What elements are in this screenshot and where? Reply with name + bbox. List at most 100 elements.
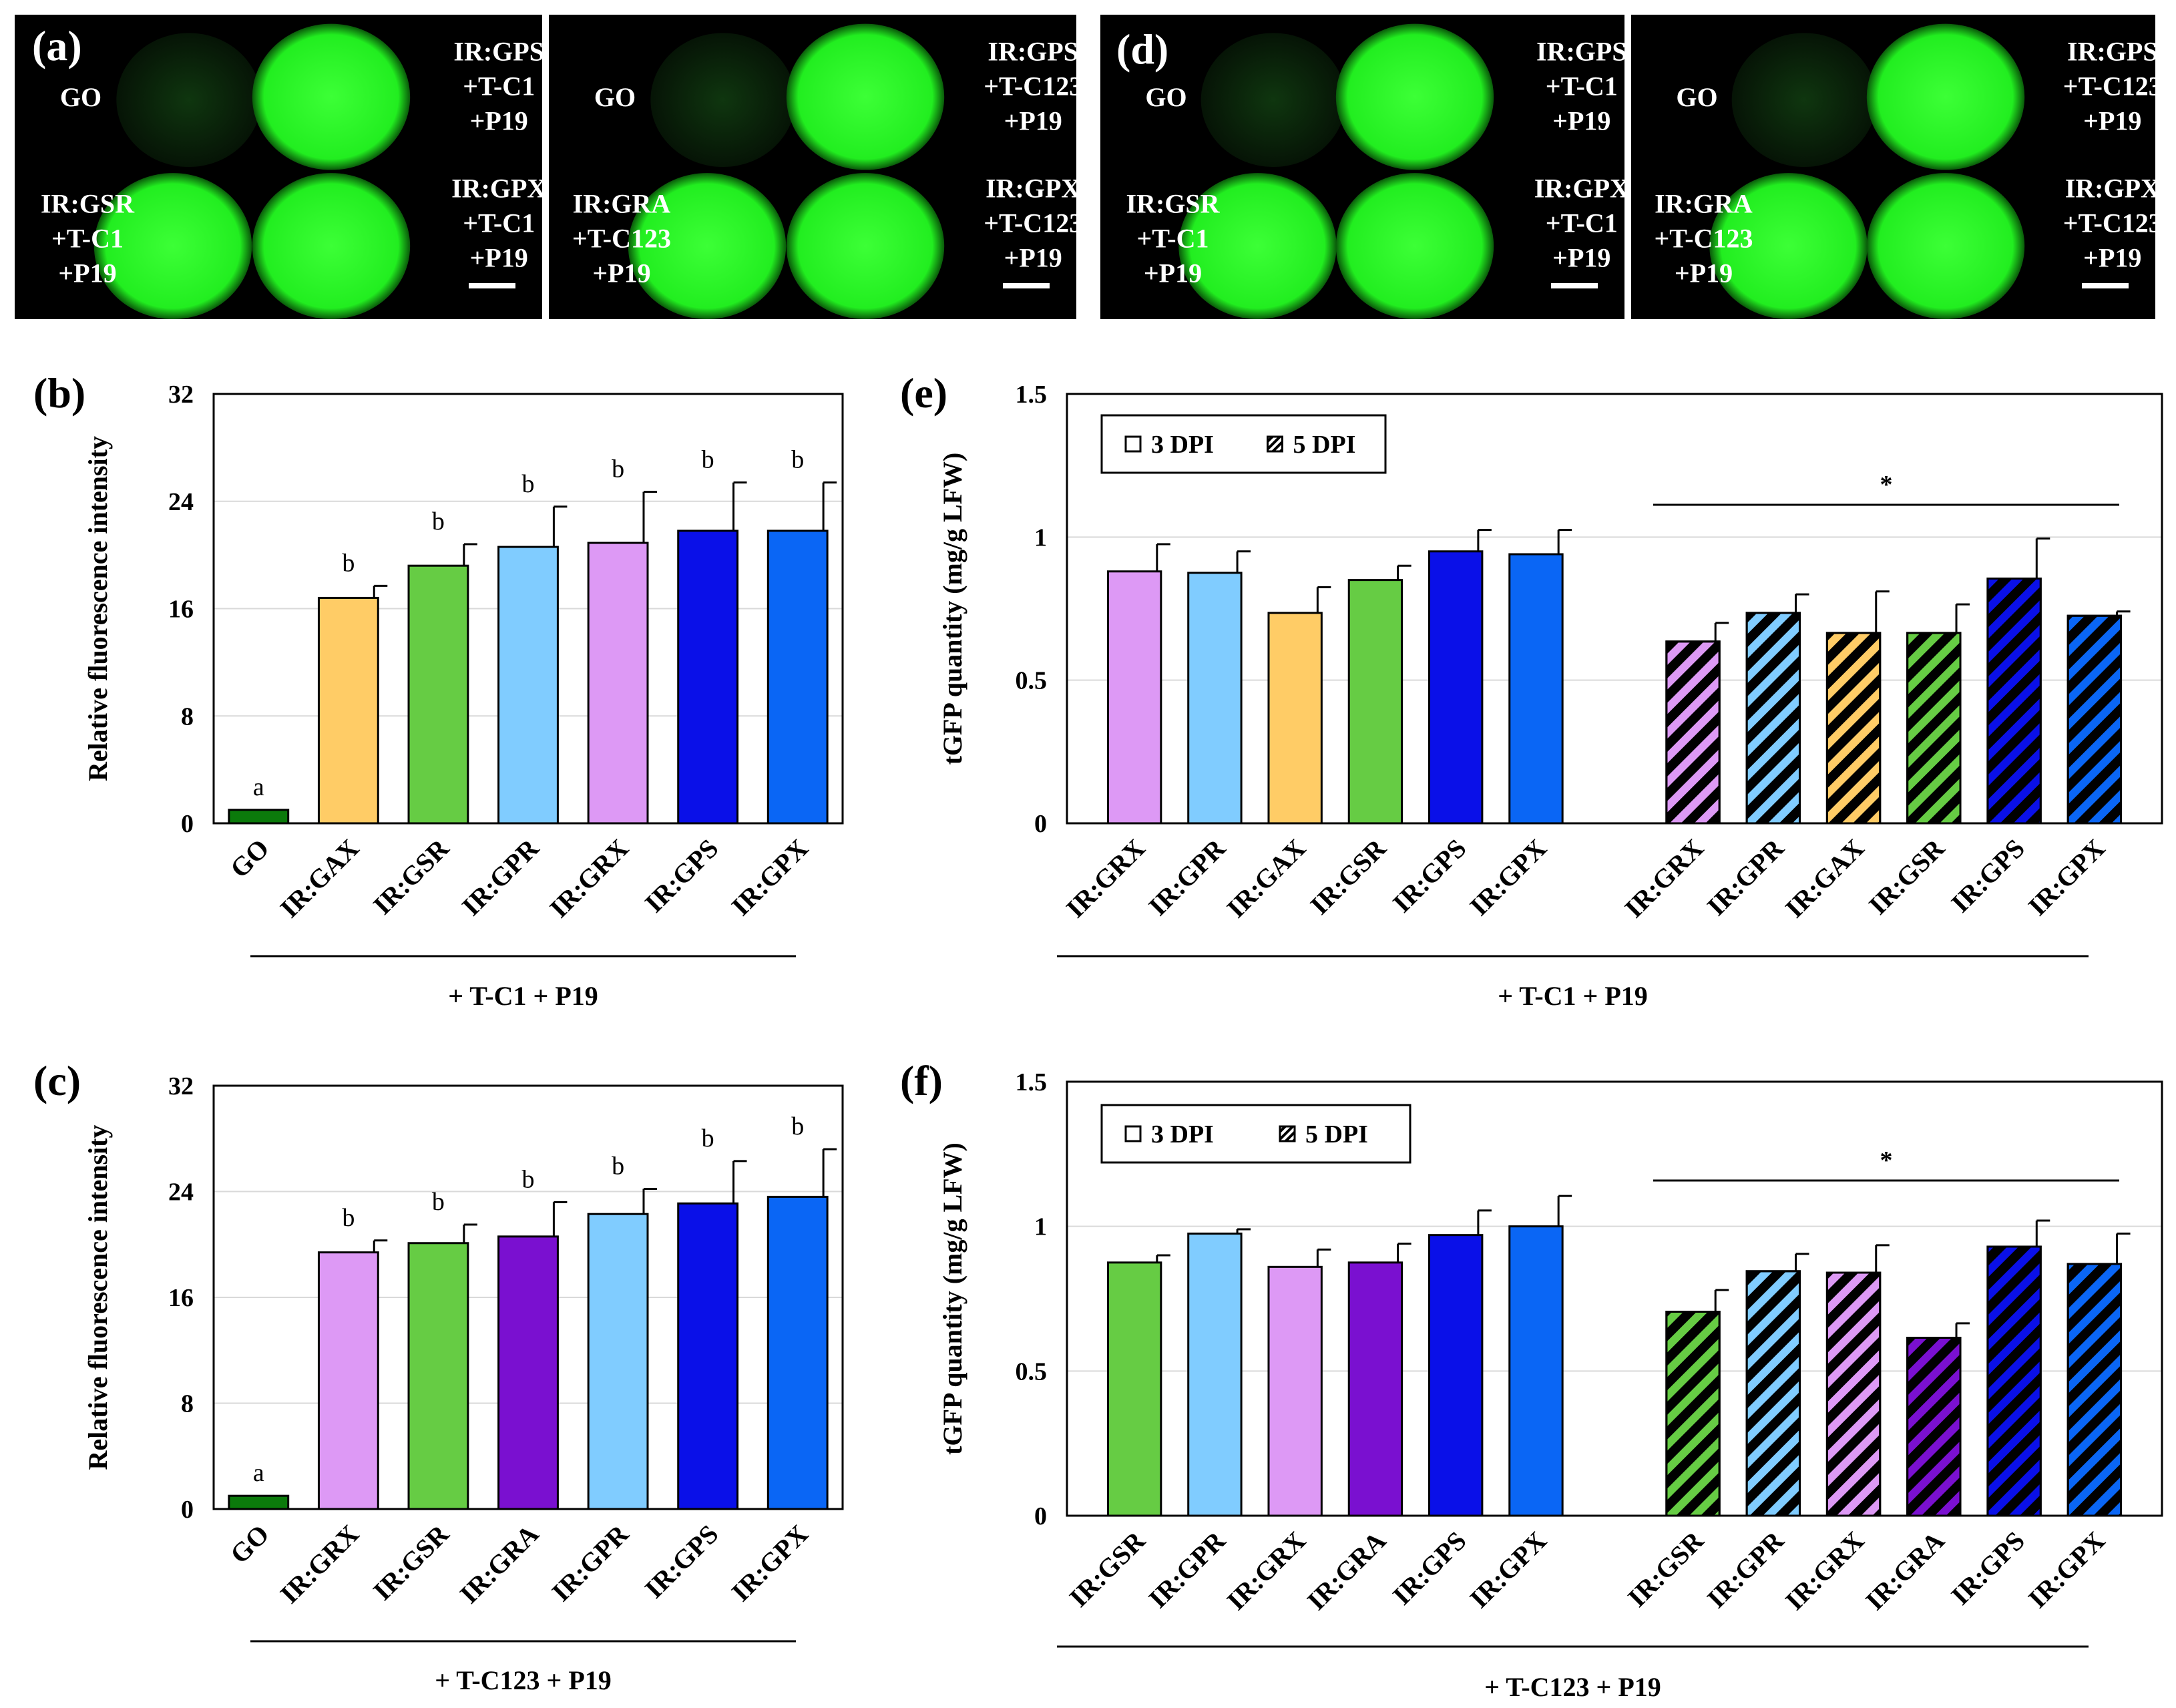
x-category-label: IR:GPR <box>1142 833 1231 921</box>
y-tick-label: 1.5 <box>1016 1068 1048 1096</box>
x-category-label: IR:GPR <box>1701 1525 1790 1614</box>
bar-go <box>228 809 290 825</box>
bar-ir-gpr <box>587 1213 649 1510</box>
spot-label: IR:GSR +T-C1 +P19 <box>41 188 135 288</box>
spot-label: GO <box>594 82 636 112</box>
chart-f: 0 0.5 1 1.5 tGFP quantity (mg/g LFW) (f) IR:GS… <box>900 1057 2163 1702</box>
bar-hatch <box>2066 1263 2123 1517</box>
significance-letter: b <box>702 446 714 474</box>
bar-ir-grx <box>587 542 649 825</box>
y-axis-label: tGFP quantity (mg/g LFW) <box>937 1142 967 1455</box>
bar-ir-gps <box>677 1202 739 1510</box>
x-category-label: IR:GPR <box>546 1518 635 1607</box>
legend-swatch <box>1124 435 1142 453</box>
spot-label: IR:GPX +T-C123 +P19 <box>984 174 1082 273</box>
panel-label: (f) <box>900 1057 943 1104</box>
x-category-label: IR:GRX <box>1060 833 1151 923</box>
bar-ir-gps <box>1428 1234 1484 1517</box>
bar-ir-gax <box>317 596 379 825</box>
x-category-label: IR:GSR <box>367 1518 455 1607</box>
panel-label: (a) <box>32 22 82 69</box>
leaf-spot <box>1709 173 1868 319</box>
x-category-label: IR:GPX <box>2022 833 2111 921</box>
spot-label: GO <box>1145 82 1186 112</box>
panel-label: (c) <box>33 1057 81 1104</box>
x-category-label: IR:GSR <box>367 833 455 921</box>
significance-letter: b <box>612 1152 624 1181</box>
legend-swatch-hatch <box>1279 1125 1296 1142</box>
x-category-label: IR:GPR <box>456 833 545 921</box>
x-category-label: IR:GPS <box>639 1519 724 1605</box>
legend-label: 3 DPI <box>1151 1120 1214 1148</box>
bar-hatch <box>1986 1245 2042 1517</box>
x-category-label: IR:GPX <box>1464 833 1552 921</box>
y-tick-label: 0.5 <box>1016 667 1048 695</box>
legend-box <box>1100 414 1387 474</box>
bar-ir-gpx <box>767 1195 829 1510</box>
significance-letter: a <box>253 773 264 801</box>
x-category-label: IR:GRX <box>1221 1525 1311 1616</box>
y-tick-label: 0 <box>181 1496 194 1524</box>
x-category-label: GO <box>224 833 275 884</box>
spot-label: IR:GPS +T-C123 +P19 <box>984 36 1082 136</box>
spot-label: GO <box>1676 82 1717 112</box>
significance-letter: b <box>522 1165 535 1193</box>
fluorescence-photo-a: GO IR:GPS +T-C1 +P19 IR:GSR +T-C1 +P19 IR:GPX +T… <box>15 15 1082 319</box>
y-tick-label: 16 <box>168 1284 194 1312</box>
significance-letter: b <box>522 470 535 498</box>
x-category-label: IR:GSR <box>1863 833 1951 921</box>
x-category-label: IR:GPX <box>726 833 814 921</box>
spot-label: IR:GRA +T-C123 +P19 <box>1654 188 1753 288</box>
spot-label: IR:GPX +T-C1 +P19 <box>1534 174 1629 273</box>
legend-box <box>1100 1104 1411 1164</box>
y-axis-label: Relative fluorescence intensity <box>83 436 113 781</box>
x-category-label: IR:GRA <box>1301 1525 1392 1616</box>
x-category-label: IR:GPS <box>1945 1526 2030 1611</box>
panel-label: (b) <box>33 369 85 417</box>
group-label: + T-C1 + P19 <box>448 981 598 1011</box>
spot-label: IR:GPS +T-C1 +P19 <box>453 36 544 136</box>
significance-letter: b <box>702 1124 714 1152</box>
bar-hatch <box>1906 1337 1962 1517</box>
y-tick-label: 24 <box>168 1179 194 1207</box>
leaf-spot <box>1178 173 1337 319</box>
leaf-spot <box>786 173 945 319</box>
x-category-label: IR:GRX <box>274 1518 365 1609</box>
bar-go <box>228 1494 290 1510</box>
bar-ir-gsr <box>407 1242 469 1510</box>
significance-letter: b <box>432 507 445 536</box>
bar-hatch <box>1665 1311 1721 1517</box>
x-category-label: IR:GAX <box>1779 833 1870 923</box>
bar-ir-gps <box>677 529 739 825</box>
y-axis-label: Relative fluorescence intensity <box>83 1125 113 1470</box>
y-axis-label: tGFP quantity (mg/g LFW) <box>937 453 967 765</box>
chart-e: 0 0.5 1 1.5 tGFP quantity (mg/g LFW) (e) IR:GR… <box>900 369 2163 1011</box>
significance-letter: b <box>432 1188 445 1216</box>
bar-ir-gra <box>1347 1261 1403 1517</box>
bar-ir-gsr <box>1106 1261 1162 1517</box>
significance-letter: b <box>342 549 355 577</box>
x-category-label: IR:GAX <box>1221 833 1311 923</box>
x-category-label: IR:GSR <box>1622 1525 1710 1613</box>
bar-ir-gpr <box>1187 1233 1243 1517</box>
bar-ir-gsr <box>1347 579 1403 825</box>
leaf-spot <box>650 33 796 168</box>
significance-letter: b <box>612 455 624 483</box>
legend-label: 5 DPI <box>1305 1120 1368 1148</box>
leaf-spot <box>1201 33 1346 168</box>
bar-ir-gpx <box>767 529 829 825</box>
significance-letter: b <box>791 446 804 474</box>
leaf-spot <box>252 23 411 170</box>
y-tick-label: 1 <box>1034 1213 1047 1241</box>
leaf-spot <box>1335 173 1494 319</box>
x-category-label: IR:GPS <box>1945 833 2030 919</box>
y-tick-label: 0.5 <box>1016 1357 1048 1385</box>
x-category-label: GO <box>224 1519 275 1570</box>
y-tick-label: 1 <box>1034 523 1047 552</box>
bar-ir-gpr <box>1187 572 1243 825</box>
x-category-label: IR:GSR <box>1304 833 1392 921</box>
bar-ir-gpr <box>497 546 559 825</box>
leaf-spot <box>786 23 945 170</box>
leaf-spot <box>628 173 787 319</box>
